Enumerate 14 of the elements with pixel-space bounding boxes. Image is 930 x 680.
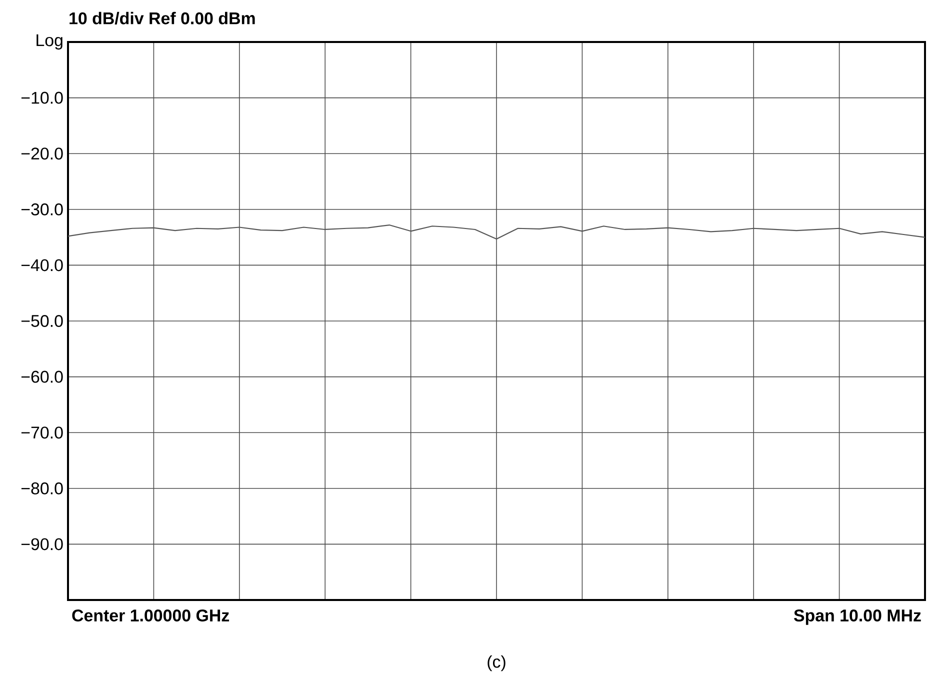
- chart-title: 10 dB/div Ref 0.00 dBm: [70, 12, 255, 25]
- y-tick-label: −90.0: [21, 538, 63, 550]
- y-tick-label: −20.0: [21, 148, 63, 160]
- text: Center 1.00000 GHz: [72, 609, 230, 622]
- text: Span 10.00 MHz: [794, 609, 921, 625]
- y-tick-label: −30.0: [21, 203, 63, 216]
- y-tick-label: −50.0: [21, 315, 63, 327]
- text: (c): [488, 655, 506, 672]
- y-tick-label: −70.0: [21, 426, 63, 439]
- y-tick-label: −40.0: [21, 259, 63, 272]
- y-tick-label: −80.0: [21, 482, 63, 494]
- y-tick-label: −60.0: [21, 370, 63, 383]
- y-tick-label: −10.0: [21, 92, 63, 104]
- y-tick-label: Log: [36, 34, 62, 50]
